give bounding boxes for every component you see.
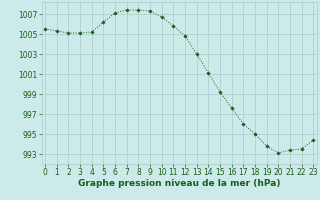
X-axis label: Graphe pression niveau de la mer (hPa): Graphe pression niveau de la mer (hPa) xyxy=(78,179,280,188)
